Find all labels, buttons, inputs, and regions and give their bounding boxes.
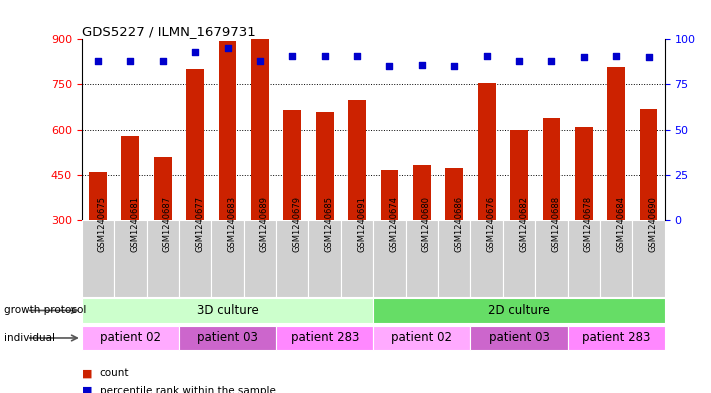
Bar — [413, 165, 431, 220]
Point — [481, 52, 492, 59]
Point — [449, 63, 460, 70]
Bar — [276, 325, 373, 351]
Text: GSM1240686: GSM1240686 — [454, 196, 464, 252]
Bar — [341, 220, 373, 297]
Text: GSM1240675: GSM1240675 — [98, 196, 107, 252]
Bar — [542, 118, 560, 220]
Text: GSM1240676: GSM1240676 — [486, 196, 496, 252]
Text: GSM1240687: GSM1240687 — [163, 196, 172, 252]
Text: patient 283: patient 283 — [582, 331, 651, 345]
Bar — [380, 171, 398, 220]
Point — [546, 58, 557, 64]
Point — [189, 49, 201, 55]
Bar — [471, 220, 503, 297]
Bar — [632, 220, 665, 297]
Bar — [406, 220, 438, 297]
Bar — [179, 220, 211, 297]
Text: patient 02: patient 02 — [100, 331, 161, 345]
Bar — [316, 112, 333, 220]
Bar — [211, 220, 244, 297]
Bar — [567, 220, 600, 297]
Bar — [218, 41, 237, 220]
Text: ■: ■ — [82, 368, 92, 378]
Text: GSM1240677: GSM1240677 — [195, 196, 204, 252]
Text: GSM1240674: GSM1240674 — [390, 196, 398, 252]
Bar — [600, 220, 632, 297]
Bar — [154, 157, 171, 220]
Text: GDS5227 / ILMN_1679731: GDS5227 / ILMN_1679731 — [82, 25, 255, 38]
Bar — [640, 109, 658, 220]
Text: ■: ■ — [82, 386, 92, 393]
Bar — [82, 298, 373, 323]
Point — [611, 52, 622, 59]
Bar — [89, 172, 107, 220]
Text: 2D culture: 2D culture — [488, 304, 550, 317]
Text: growth protocol: growth protocol — [4, 305, 86, 316]
Bar — [348, 99, 366, 220]
Point — [513, 58, 525, 64]
Bar — [122, 136, 139, 220]
Bar — [82, 220, 114, 297]
Text: patient 283: patient 283 — [291, 331, 359, 345]
Text: GSM1240689: GSM1240689 — [260, 196, 269, 252]
Point — [351, 52, 363, 59]
Bar — [373, 220, 406, 297]
Bar — [438, 220, 471, 297]
Bar — [535, 220, 567, 297]
Bar — [146, 220, 179, 297]
Text: GSM1240691: GSM1240691 — [357, 196, 366, 252]
Point — [384, 63, 395, 70]
Text: patient 02: patient 02 — [391, 331, 452, 345]
Bar — [251, 39, 269, 220]
Bar — [478, 83, 496, 220]
Bar — [575, 127, 593, 220]
Text: individual: individual — [4, 333, 55, 343]
Point — [124, 58, 136, 64]
Text: GSM1240681: GSM1240681 — [130, 196, 139, 252]
Point — [222, 45, 233, 51]
Text: patient 03: patient 03 — [197, 331, 258, 345]
Bar — [373, 325, 471, 351]
Text: count: count — [100, 368, 129, 378]
Text: GSM1240685: GSM1240685 — [325, 196, 333, 252]
Point — [643, 54, 654, 61]
Bar — [244, 220, 276, 297]
Text: percentile rank within the sample: percentile rank within the sample — [100, 386, 275, 393]
Point — [319, 52, 331, 59]
Bar — [179, 325, 276, 351]
Text: 3D culture: 3D culture — [197, 304, 258, 317]
Bar — [373, 298, 665, 323]
Bar — [607, 67, 625, 220]
Text: GSM1240680: GSM1240680 — [422, 196, 431, 252]
Text: GSM1240688: GSM1240688 — [552, 196, 560, 252]
Text: GSM1240683: GSM1240683 — [228, 196, 237, 252]
Point — [157, 58, 169, 64]
Text: patient 03: patient 03 — [488, 331, 550, 345]
Bar — [186, 70, 204, 220]
Text: GSM1240684: GSM1240684 — [616, 196, 625, 252]
Text: GSM1240682: GSM1240682 — [519, 196, 528, 252]
Point — [255, 58, 266, 64]
Point — [92, 58, 104, 64]
Point — [578, 54, 589, 61]
Bar — [567, 325, 665, 351]
Bar — [114, 220, 146, 297]
Bar — [276, 220, 309, 297]
Bar — [471, 325, 567, 351]
Text: GSM1240690: GSM1240690 — [648, 196, 658, 252]
Text: GSM1240678: GSM1240678 — [584, 196, 593, 252]
Bar — [284, 110, 301, 220]
Bar — [82, 325, 179, 351]
Bar — [510, 130, 528, 220]
Point — [287, 52, 298, 59]
Point — [416, 61, 427, 68]
Bar — [309, 220, 341, 297]
Bar — [445, 168, 463, 220]
Text: GSM1240679: GSM1240679 — [292, 196, 301, 252]
Bar — [503, 220, 535, 297]
